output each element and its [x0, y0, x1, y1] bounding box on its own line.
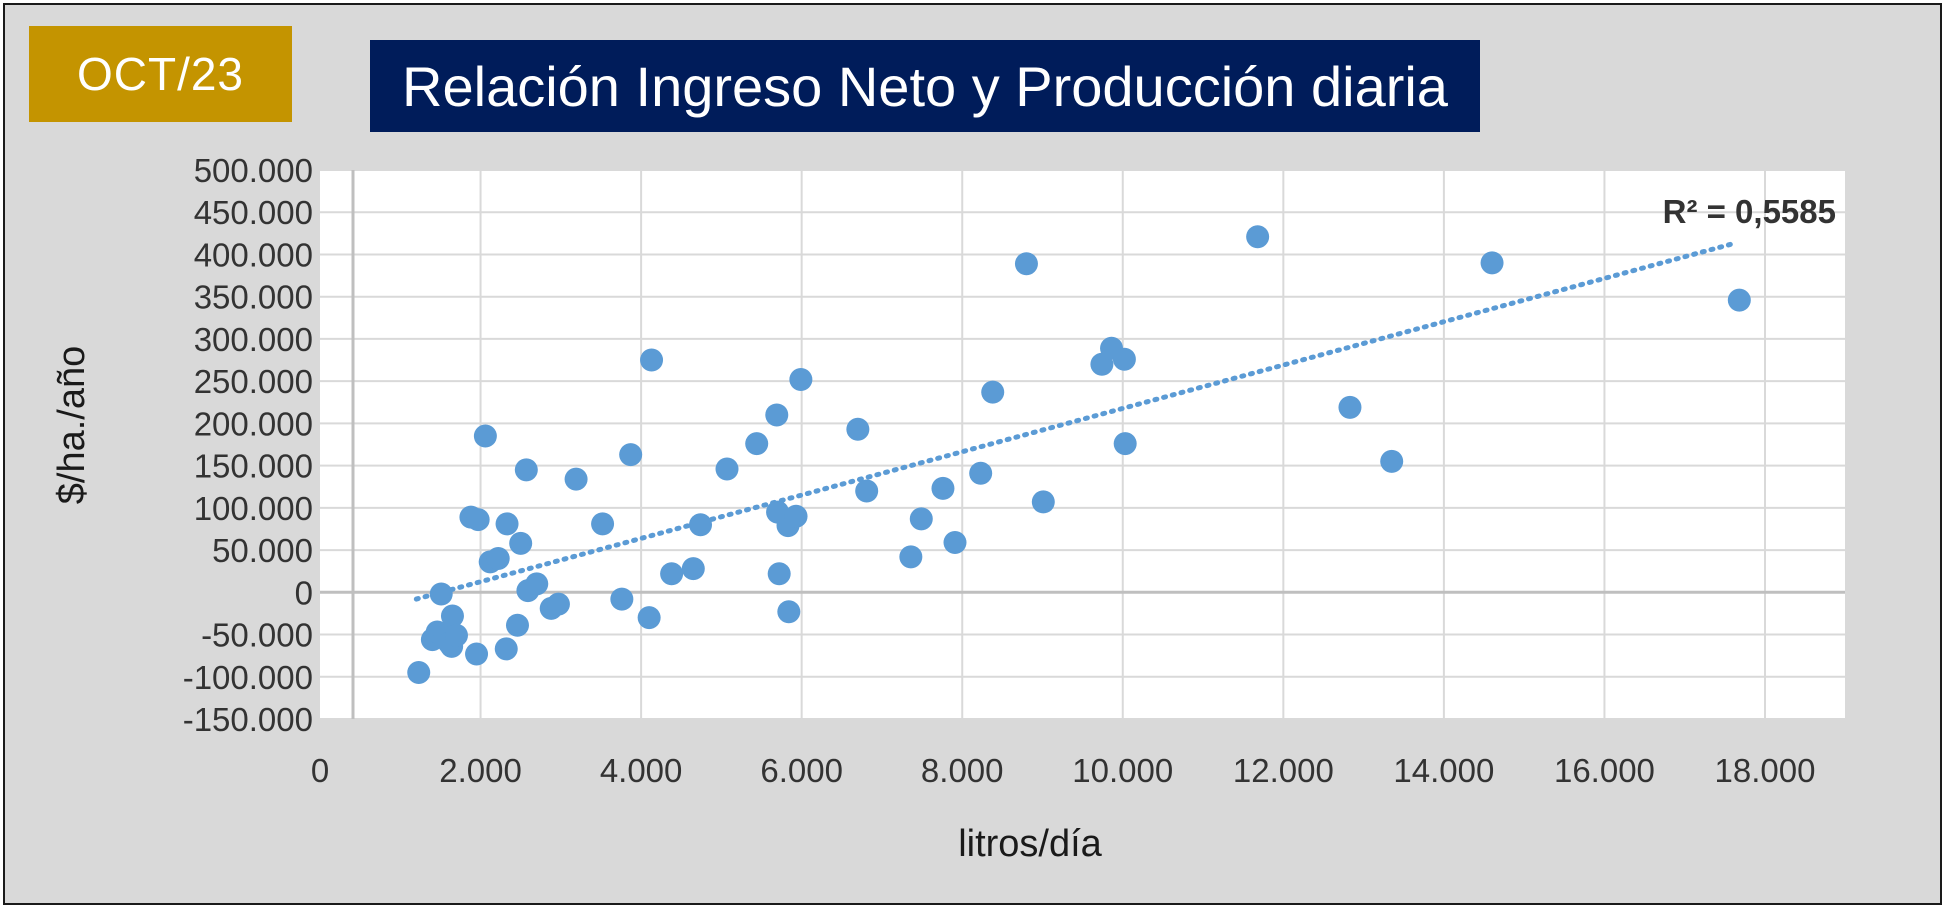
- data-point: [466, 508, 490, 532]
- data-point: [681, 557, 705, 581]
- data-point: [640, 348, 664, 372]
- y-tick-label: 0: [295, 574, 313, 611]
- y-tick-label: 250.000: [194, 363, 313, 400]
- y-tick-label: 100.000: [194, 490, 313, 527]
- x-tick-label: 16.000: [1554, 752, 1655, 789]
- data-point: [1246, 225, 1270, 249]
- x-tick-label: 10.000: [1072, 752, 1173, 789]
- data-point: [1480, 251, 1504, 275]
- date-badge: OCT/23: [29, 26, 292, 122]
- x-tick-label: 0: [311, 752, 329, 789]
- data-point: [495, 512, 519, 536]
- data-point: [689, 513, 713, 537]
- data-point: [855, 479, 879, 503]
- x-axis-tick-labels: 0 2.000 4.000 6.000 8.000 10.000 12.000 14.000 1…: [311, 752, 1816, 789]
- x-tick-label: 8.000: [921, 752, 1004, 789]
- data-point: [789, 367, 813, 391]
- y-tick-label: -150.000: [183, 701, 313, 738]
- x-tick-label: 4.000: [600, 752, 683, 789]
- data-point: [846, 417, 870, 441]
- x-tick-label: 2.000: [439, 752, 522, 789]
- data-point: [494, 637, 518, 661]
- data-point: [1031, 490, 1055, 514]
- data-point: [637, 606, 661, 630]
- y-tick-label: 300.000: [194, 321, 313, 358]
- data-point: [784, 504, 808, 528]
- data-point: [909, 507, 933, 531]
- data-point: [1727, 288, 1751, 312]
- y-tick-label: 150.000: [194, 448, 313, 485]
- data-point: [660, 562, 684, 586]
- y-tick-label: 450.000: [194, 194, 313, 231]
- data-point: [505, 613, 529, 637]
- data-point: [407, 661, 431, 685]
- data-point: [429, 582, 453, 606]
- x-axis-label: litros/día: [958, 823, 1102, 865]
- data-point: [767, 562, 791, 586]
- x-tick-label: 14.000: [1393, 752, 1494, 789]
- data-point: [969, 461, 993, 485]
- x-tick-label: 18.000: [1715, 752, 1816, 789]
- data-point: [931, 476, 955, 500]
- y-tick-label: -50.000: [201, 617, 313, 654]
- plot-area: [320, 170, 1845, 719]
- data-point: [899, 545, 923, 569]
- r-squared-label: R² = 0,5585: [1663, 193, 1836, 230]
- data-point: [509, 531, 533, 555]
- trendline-path: [413, 240, 1740, 602]
- data-point: [1380, 449, 1404, 473]
- x-tick-label: 6.000: [760, 752, 843, 789]
- data-point: [1113, 432, 1137, 456]
- data-point: [546, 592, 570, 616]
- data-point: [473, 424, 497, 448]
- data-point: [514, 458, 538, 482]
- y-tick-label: 50.000: [212, 532, 313, 569]
- y-tick-label: -100.000: [183, 659, 313, 696]
- data-point: [619, 443, 643, 467]
- y-tick-label: 500.000: [194, 152, 313, 189]
- data-point: [1014, 252, 1038, 276]
- data-point: [715, 457, 739, 481]
- data-point: [610, 587, 634, 611]
- data-point: [440, 604, 464, 628]
- y-tick-label: 400.000: [194, 236, 313, 273]
- data-point: [765, 403, 789, 427]
- data-point: [745, 432, 769, 456]
- y-tick-label: 350.000: [194, 279, 313, 316]
- data-point: [943, 530, 967, 554]
- data-point: [1338, 395, 1362, 419]
- data-point: [465, 642, 489, 666]
- data-points: [407, 225, 1751, 685]
- x-tick-label: 12.000: [1233, 752, 1334, 789]
- gridlines: [320, 169, 1845, 720]
- data-point: [777, 600, 801, 624]
- data-point: [486, 547, 510, 571]
- y-axis-label: $/ha./año: [51, 346, 93, 504]
- data-point: [444, 623, 468, 647]
- data-point: [981, 380, 1005, 404]
- data-point: [1112, 347, 1136, 371]
- y-axis-tick-labels: 500.000 450.000 400.000 350.000 300.000 250.0…: [183, 152, 313, 738]
- chart-title: Relación Ingreso Neto y Producción diari…: [370, 40, 1480, 132]
- y-tick-label: 200.000: [194, 405, 313, 442]
- data-point: [525, 572, 549, 596]
- data-point: [591, 512, 615, 536]
- trendline: [413, 240, 1740, 602]
- data-point: [564, 467, 588, 491]
